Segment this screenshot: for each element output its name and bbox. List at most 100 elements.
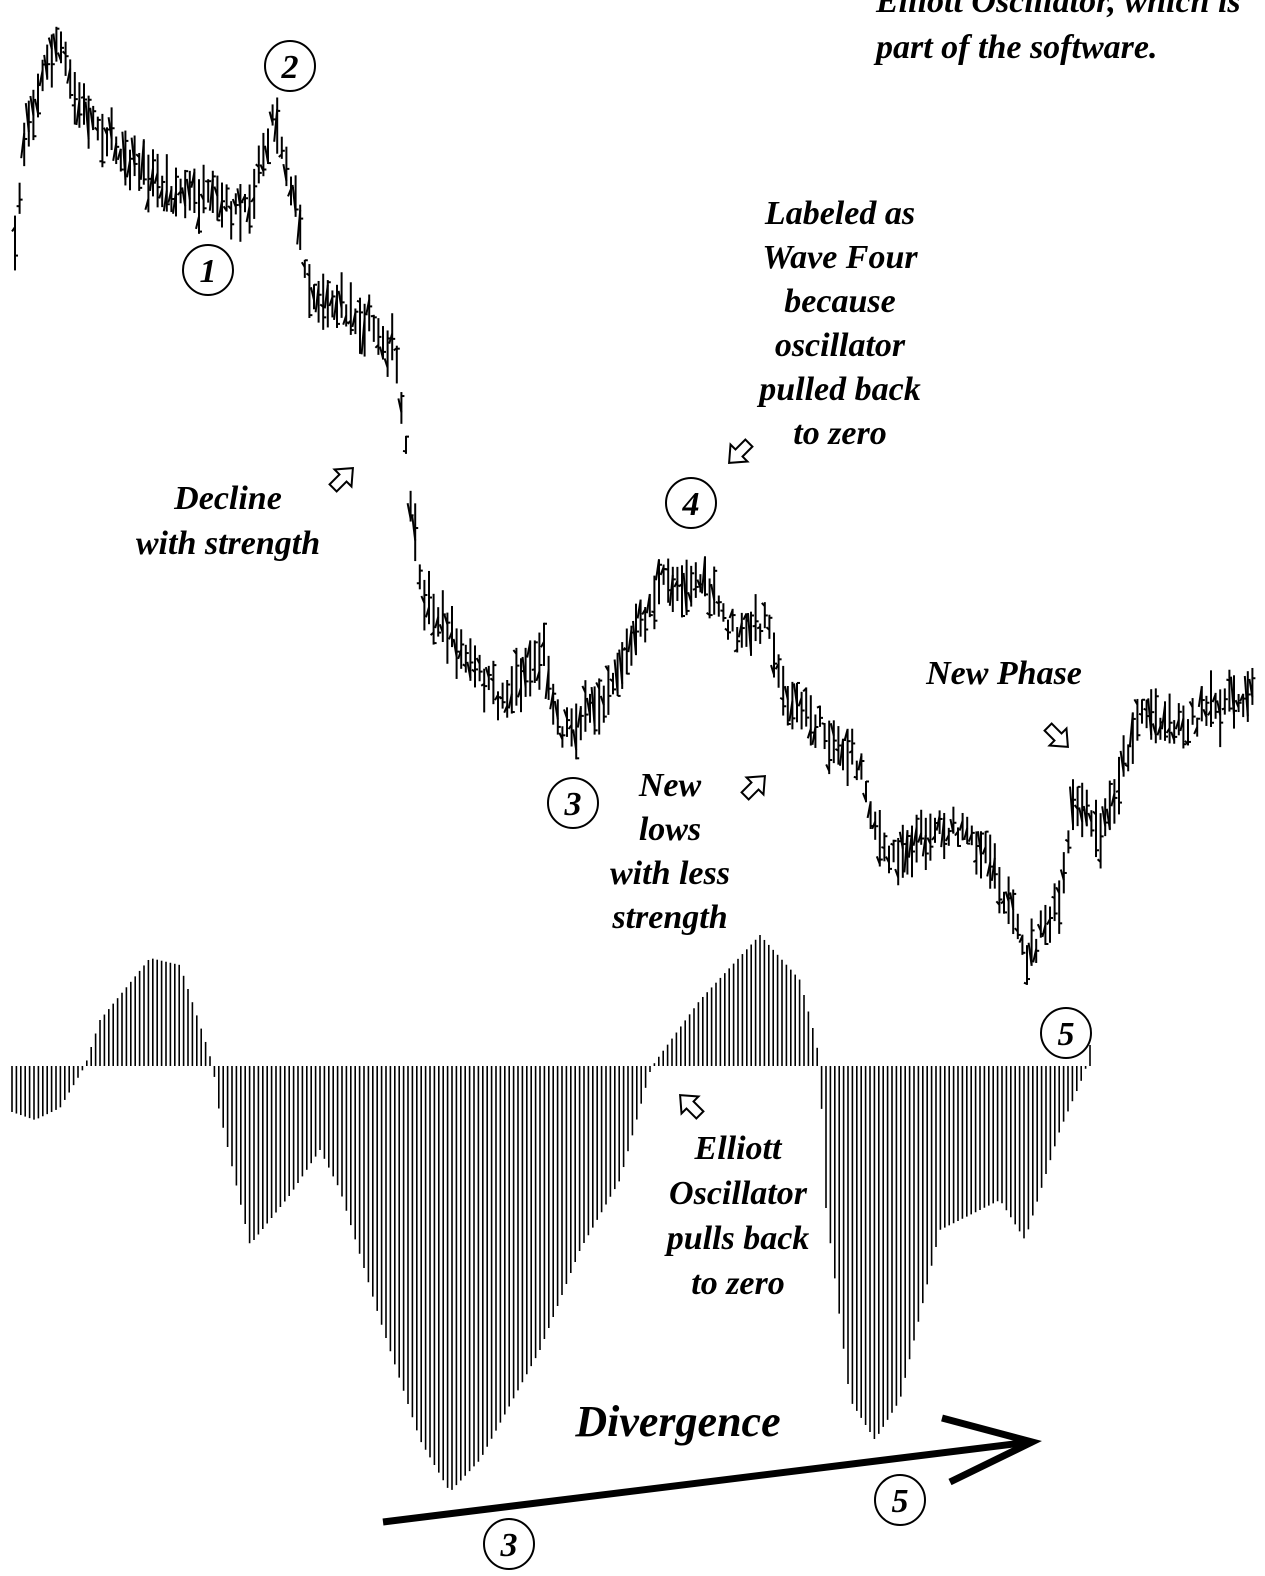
- annotation-text: pulled back: [756, 371, 920, 408]
- price-tick: [894, 868, 900, 878]
- price-tick: [1179, 717, 1185, 732]
- price-tick: [512, 649, 518, 655]
- annotation-text: with less: [610, 855, 730, 892]
- price-tick: [475, 657, 481, 665]
- price-tick: [1226, 678, 1230, 682]
- price-tick: [397, 398, 403, 413]
- price-tick: [728, 609, 734, 619]
- wave-3: 3: [547, 777, 599, 829]
- price-tick: [227, 205, 232, 210]
- price-tick: [517, 687, 522, 698]
- price-tick: [411, 515, 417, 541]
- price-tick: [434, 616, 440, 629]
- price-tick: [875, 856, 881, 865]
- price-tick: [724, 627, 729, 632]
- annotation-text: Wave Four: [762, 239, 918, 276]
- price-tick: [995, 900, 1001, 906]
- price-tick: [305, 272, 310, 277]
- price-tick: [1221, 707, 1226, 711]
- price-tick: [484, 666, 490, 678]
- price-tick: [931, 835, 936, 841]
- annotations: Labeled as Wave Four because oscillator pull…: [136, 195, 1082, 1446]
- wave-1: 1: [182, 244, 234, 296]
- price-tick: [1009, 892, 1015, 911]
- price-tick: [779, 696, 784, 701]
- price-tick: [360, 318, 366, 355]
- price-tick: [383, 358, 389, 369]
- price-tick: [756, 626, 761, 630]
- price-tick: [218, 200, 223, 218]
- price-tick: [38, 69, 44, 87]
- price-tick: [1197, 686, 1203, 708]
- price-tick: [627, 629, 633, 653]
- price-tick: [668, 574, 674, 606]
- price-tick: [494, 694, 499, 701]
- price-tick: [742, 613, 748, 621]
- price-tick: [1124, 763, 1129, 768]
- price-tick: [195, 216, 200, 230]
- price-tick: [866, 801, 872, 819]
- price-tick: [940, 817, 946, 848]
- price-tick: [185, 178, 191, 200]
- wave-label: 5: [892, 1483, 909, 1520]
- price-tick: [871, 821, 877, 830]
- price-tick: [558, 732, 564, 740]
- price-tick: [116, 148, 122, 161]
- annotation-text: New: [638, 767, 702, 804]
- price-tick: [986, 862, 992, 877]
- price-tick: [967, 833, 973, 843]
- price-tick: [1087, 812, 1093, 823]
- price-tick: [636, 599, 642, 619]
- price-tick: [204, 180, 209, 183]
- wave-4: 4: [665, 477, 717, 529]
- price-tick: [287, 188, 292, 197]
- price-tick: [770, 664, 775, 676]
- price-tick: [130, 137, 136, 167]
- price-tick: [1165, 727, 1171, 734]
- price-tick: [761, 602, 766, 607]
- price-tick: [651, 610, 655, 614]
- price-tick: [659, 566, 665, 576]
- price-tick: [595, 682, 601, 690]
- price-tick: [553, 700, 559, 720]
- price-tick: [1128, 713, 1134, 747]
- price-tick: [921, 834, 927, 857]
- price-tick: [881, 846, 885, 850]
- price-tick: [499, 696, 503, 700]
- price-tick: [425, 606, 430, 618]
- oscillator-bars: [11, 935, 1091, 1490]
- price-tick: [692, 587, 697, 591]
- price-tick: [1234, 699, 1240, 708]
- price-tick: [199, 193, 205, 201]
- price-tick: [535, 671, 541, 682]
- price-tick: [1133, 698, 1139, 706]
- price-tick: [586, 697, 591, 716]
- corner-note: Elliott Oscillator, which is: [875, 0, 1241, 20]
- price-tick: [1174, 719, 1180, 730]
- price-tick: [34, 98, 39, 114]
- price-tick: [278, 153, 283, 158]
- div-3: 3: [483, 1518, 535, 1570]
- price-tick: [733, 648, 738, 653]
- price-tick: [47, 37, 53, 50]
- price-tick: [112, 142, 118, 161]
- annotation-text: oscillator: [775, 327, 906, 364]
- price-tick: [834, 748, 839, 752]
- price-tick: [1248, 678, 1254, 698]
- price-tick: [333, 295, 338, 321]
- wave-label: 3: [564, 786, 582, 823]
- annotation-text: to zero: [793, 415, 887, 452]
- price-tick: [1216, 700, 1222, 716]
- price-tick: [176, 190, 182, 196]
- price-tick: [935, 815, 941, 831]
- price-tick: [236, 188, 242, 209]
- wave-label: 2: [281, 49, 299, 86]
- annotation-text: lows: [639, 811, 701, 848]
- price-tick: [687, 591, 693, 603]
- price-tick: [783, 685, 789, 700]
- price-tick: [250, 196, 256, 203]
- price-tick: [737, 622, 743, 638]
- price-tick: [471, 668, 476, 673]
- price-tick: [1032, 948, 1038, 963]
